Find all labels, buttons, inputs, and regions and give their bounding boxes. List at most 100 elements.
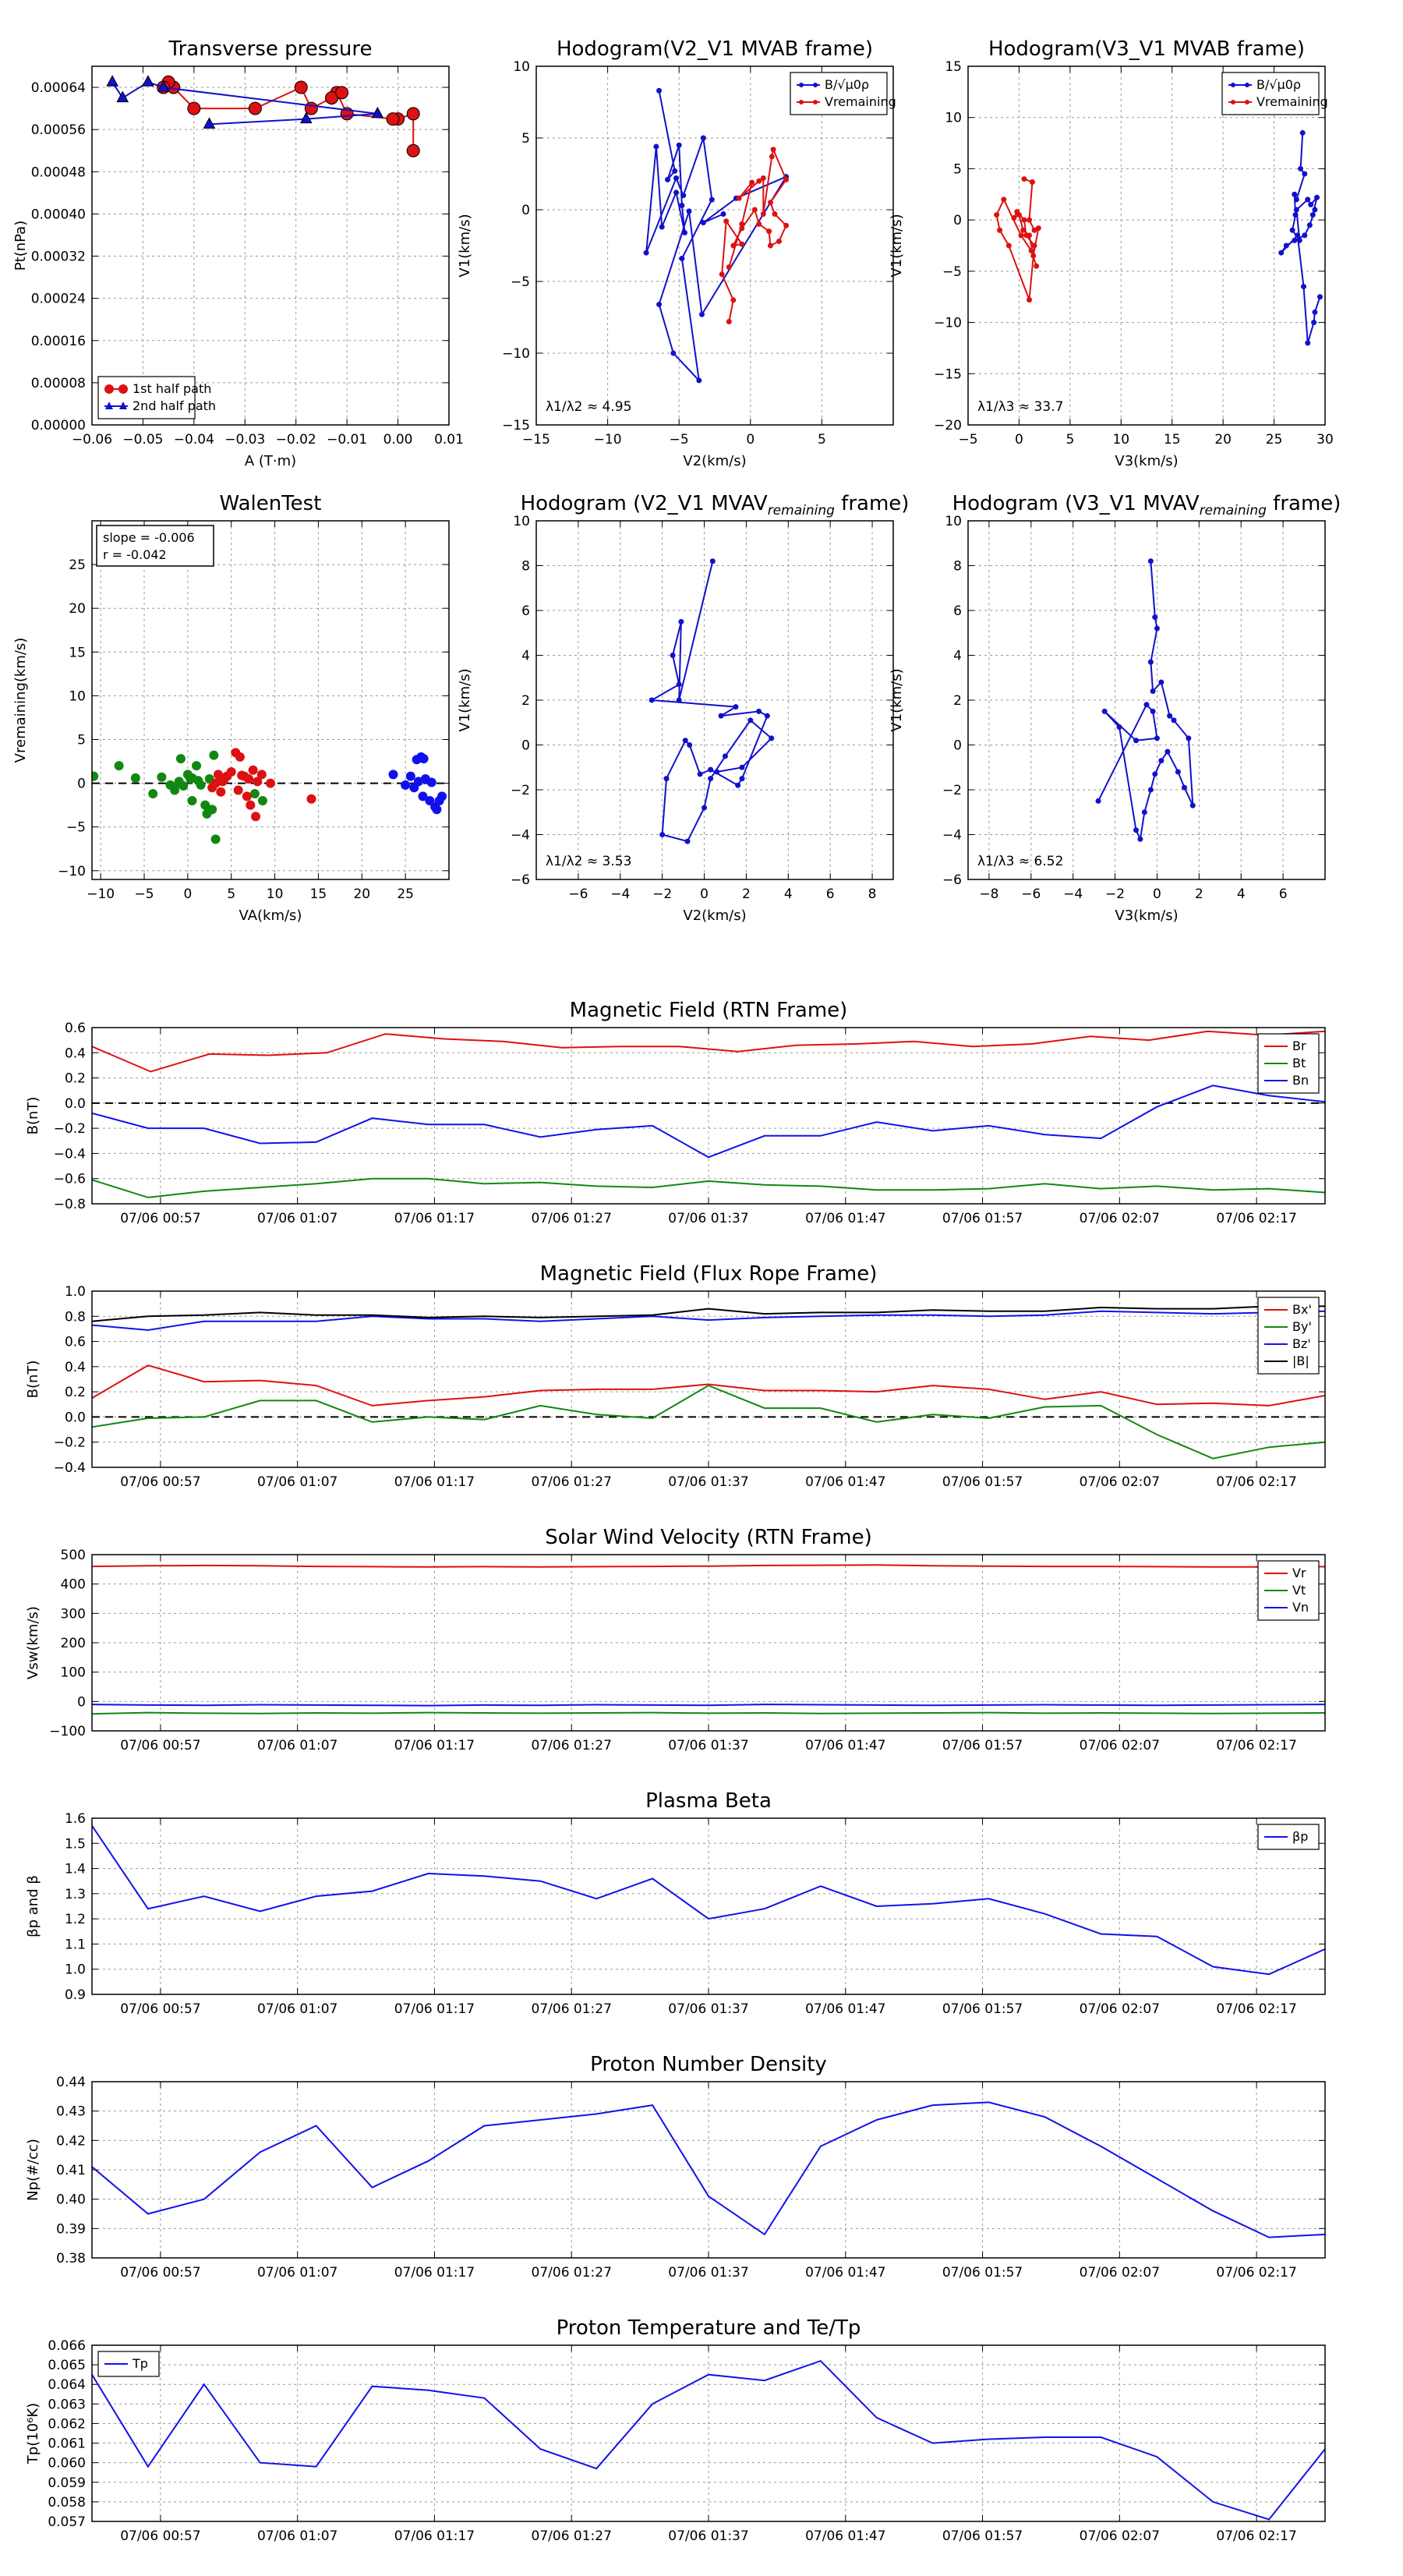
data-point xyxy=(756,708,762,714)
y-tick-label: −6 xyxy=(942,872,962,888)
data-point xyxy=(1021,176,1027,182)
y-tick-label: 1.3 xyxy=(65,1887,86,1902)
chart-transverse-pressure: Transverse pressure−0.06 −0.05 −0.04 −0.03−… xyxy=(12,37,464,469)
x-tick-label: 07/06 01:37 xyxy=(668,2001,748,2017)
y-tick-label: −0.2 xyxy=(54,1435,86,1451)
data-point xyxy=(776,238,782,244)
chart-hodogram-v3-v1-mvav: Hodogram (V3_V1 MVAVremaining frame) −8 −6… xyxy=(889,492,1341,924)
y-tick-label: 1.2 xyxy=(65,1912,86,1927)
x-tick-label: 07/06 02:07 xyxy=(1080,2265,1160,2281)
data-point xyxy=(1023,232,1030,239)
eigenvalue-ratio: λ1/λ3 ≈ 6.52 xyxy=(977,854,1063,869)
x-tick-label: 5 xyxy=(227,886,235,902)
y-tick-label: −0.4 xyxy=(54,1146,86,1162)
x-tick-label: 07/06 02:17 xyxy=(1216,1738,1296,1753)
data-point xyxy=(1295,232,1301,239)
data-point xyxy=(726,264,732,271)
series-line-By' xyxy=(92,1384,1325,1460)
x-tick-label: 0 xyxy=(183,886,192,902)
x-tick-label: −0.01 xyxy=(327,432,367,448)
stats-line: r = -0.042 xyxy=(103,547,167,562)
data-point xyxy=(1095,798,1101,804)
y-tick-label: 0.39 xyxy=(56,2221,86,2237)
plot-frame xyxy=(91,1290,1326,1468)
chart-title: Transverse pressure xyxy=(168,37,373,61)
x-tick-label: 15 xyxy=(1164,432,1181,448)
data-point xyxy=(1314,194,1320,200)
data-point xyxy=(699,311,705,317)
x-tick-label: 07/06 01:57 xyxy=(942,1474,1023,1490)
data-point xyxy=(659,832,666,837)
data-point xyxy=(1293,196,1299,203)
data-point xyxy=(425,796,435,806)
data-point xyxy=(726,319,732,325)
chart-magnetic-field-flux-rope: Magnetic Field (Flux Rope Frame)07/06 00… xyxy=(25,1262,1326,1490)
data-point xyxy=(157,80,170,92)
data-point xyxy=(1035,225,1041,232)
y-tick-label: 0 xyxy=(953,213,962,228)
data-point xyxy=(720,211,726,218)
grid: −0.06 −0.05 −0.04 −0.03 −0.02 −0.01 0.00 0.01 0.… xyxy=(31,66,464,448)
y-tick-label: 0.9 xyxy=(65,1987,86,2003)
data-point xyxy=(709,558,716,564)
data-point xyxy=(656,87,663,94)
x-tick-label: 07/06 01:47 xyxy=(805,1474,885,1490)
grid: 07/06 00:57 07/06 01:07 07/06 01:17 07/06 0… xyxy=(56,2075,1325,2281)
chart-title: Proton Temperature and Te/Tp xyxy=(557,2316,861,2340)
data-point xyxy=(1143,702,1150,708)
x-tick-label: 20 xyxy=(353,886,370,902)
data-point xyxy=(148,789,158,799)
data-point xyxy=(371,106,384,119)
data-point xyxy=(1141,809,1147,816)
data-point xyxy=(388,770,398,780)
plot-frame xyxy=(91,1027,1326,1205)
chart-title-suffix: frame) xyxy=(835,492,910,515)
data-point xyxy=(219,773,229,784)
legend-marker xyxy=(1245,100,1249,104)
series-group xyxy=(106,75,420,157)
x-tick-label: 15 xyxy=(310,886,327,902)
y-tick-label: 0.060 xyxy=(48,2456,86,2472)
data-point xyxy=(1028,248,1034,254)
x-tick-label: 07/06 01:17 xyxy=(394,1211,475,1226)
data-point xyxy=(1312,207,1318,213)
data-point xyxy=(686,208,692,214)
data-point xyxy=(233,785,243,795)
chart-solar-wind-velocity: Solar Wind Velocity (RTN Frame)07/06 00:… xyxy=(25,1526,1326,1753)
y-axis-label: Vsw(km/s) xyxy=(25,1606,41,1679)
data-point xyxy=(419,754,429,764)
legend-marker xyxy=(105,402,113,409)
data-point xyxy=(304,101,318,115)
legend-label: βp xyxy=(1292,1829,1308,1844)
data-point xyxy=(432,805,442,815)
data-point xyxy=(700,220,706,226)
series-line-Bn xyxy=(92,1085,1325,1159)
x-tick-label: 07/06 01:47 xyxy=(805,1738,885,1753)
x-tick-label: 4 xyxy=(1237,886,1246,902)
x-tick-label: −4 xyxy=(610,886,630,902)
data-point xyxy=(1302,232,1308,239)
x-tick-label: 07/06 01:27 xyxy=(532,2265,612,2281)
series-group xyxy=(994,129,1323,346)
data-point xyxy=(730,297,737,303)
x-tick-label: 07/06 01:47 xyxy=(805,1211,885,1226)
y-tick-label: 10 xyxy=(945,514,962,529)
data-point xyxy=(251,812,261,822)
x-tick-label: −0.02 xyxy=(276,432,316,448)
grid: −8 −6 −4 −2 0 2 4 6 −6 −4 −2 0 2 4 6 8 10 xyxy=(942,514,1325,902)
y-tick-label: 0.00048 xyxy=(31,165,86,180)
x-tick-label: 07/06 02:17 xyxy=(1216,1211,1296,1226)
data-point xyxy=(682,229,688,235)
data-point xyxy=(246,800,256,810)
data-point xyxy=(663,776,670,782)
data-point xyxy=(679,202,685,208)
data-point xyxy=(1133,738,1140,744)
data-point xyxy=(299,111,313,124)
data-point xyxy=(682,738,688,744)
data-point xyxy=(1292,212,1299,218)
chart-title-subscript: remaining xyxy=(768,503,835,518)
data-point xyxy=(665,176,671,182)
x-tick-label: 07/06 01:57 xyxy=(942,2265,1023,2281)
grid: 07/06 00:57 07/06 01:07 07/06 01:17 07/06 0… xyxy=(48,2338,1325,2544)
